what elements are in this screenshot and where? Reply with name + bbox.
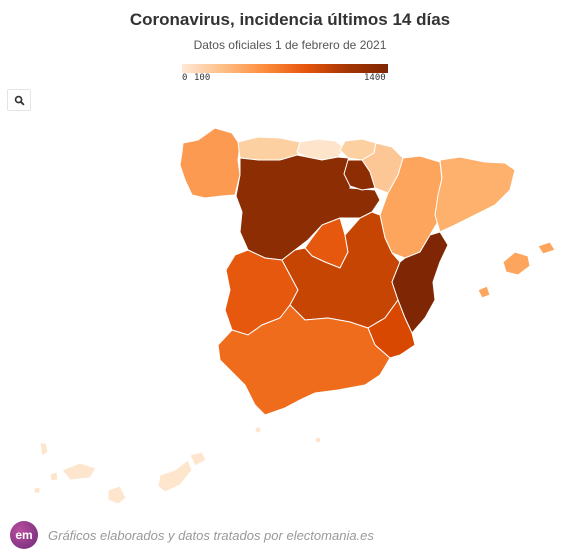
region-cataluna[interactable] (434, 156, 516, 233)
region-melilla[interactable] (314, 436, 322, 444)
legend-gradient-bar (182, 64, 388, 73)
footer: em Gráficos elaborados y datos tratados … (10, 520, 374, 550)
region-baleares-menorca[interactable] (537, 241, 556, 255)
region-la-rioja[interactable] (343, 159, 376, 191)
legend-label-min: 0 (182, 73, 188, 83)
legend-label-100: 100 (194, 73, 211, 83)
region-canarias-lanzarote[interactable] (189, 451, 207, 467)
region-canarias-hierro[interactable] (33, 486, 41, 494)
spain-map (33, 127, 556, 505)
region-canarias-lagomera[interactable] (49, 471, 59, 482)
search-icon (14, 95, 25, 106)
color-legend: 0 100 1400 (172, 63, 390, 83)
region-canarias-lapalma[interactable] (39, 442, 49, 457)
region-andalucia[interactable] (217, 304, 391, 416)
region-ceuta[interactable] (254, 426, 262, 434)
legend-label-max: 1400 (364, 73, 386, 83)
region-canarias-tenerife[interactable] (61, 462, 97, 481)
map-subtitle: Datos oficiales 1 de febrero de 2021 (193, 38, 387, 52)
search-button[interactable] (7, 89, 31, 111)
footer-credit: Gráficos elaborados y datos tratados por… (48, 527, 374, 543)
region-galicia[interactable] (179, 127, 241, 199)
region-canarias-grancanaria[interactable] (107, 485, 127, 505)
region-canarias-fuerteventura[interactable] (157, 459, 193, 493)
region-baleares-mallorca[interactable] (502, 251, 531, 276)
region-navarra[interactable] (361, 142, 404, 194)
electomania-logo: em (10, 521, 38, 549)
region-baleares-ibiza[interactable] (477, 285, 491, 299)
map-title: Coronavirus, incidencia últimos 14 días (129, 10, 451, 29)
